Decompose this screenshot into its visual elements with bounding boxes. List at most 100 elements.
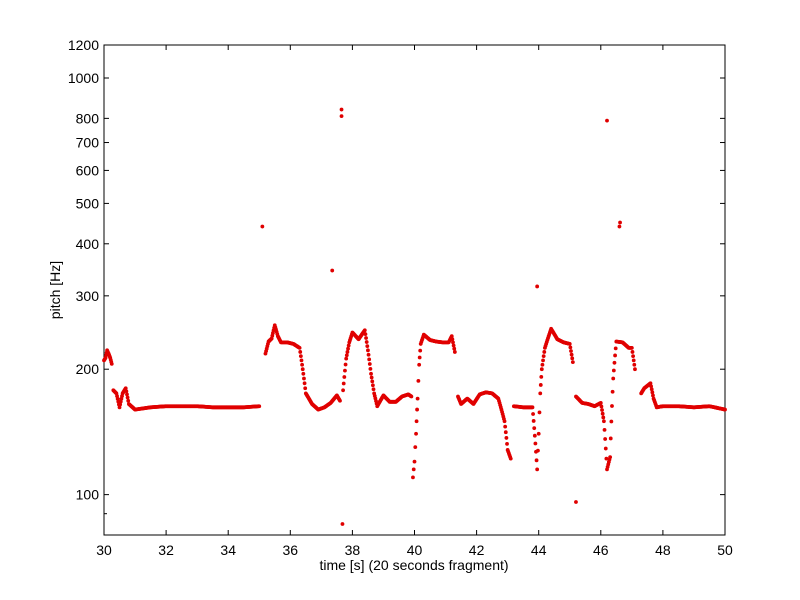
data-point <box>338 398 342 403</box>
data-point <box>330 268 335 273</box>
data-point <box>415 396 420 401</box>
data-point <box>109 361 114 366</box>
data-point <box>503 430 508 435</box>
y-tick-label: 100 <box>76 487 100 503</box>
data-point <box>297 345 302 350</box>
data-point <box>541 354 546 359</box>
data-point <box>602 419 606 424</box>
data-point <box>648 381 653 386</box>
data-point <box>449 334 454 339</box>
x-tick-label: 40 <box>407 542 423 558</box>
data-point <box>603 446 608 451</box>
data-point <box>502 419 507 424</box>
data-point <box>412 459 417 464</box>
data-point <box>611 376 616 381</box>
data-point <box>633 367 637 372</box>
data-point <box>632 362 637 367</box>
data-point <box>535 284 540 289</box>
x-axis: 30 32 34 36 38 40 42 44 46 48 50 <box>96 45 733 558</box>
y-tick-label: 1000 <box>68 70 99 86</box>
x-tick-label: 36 <box>283 542 299 558</box>
data-point <box>504 436 509 440</box>
y-tick-label: 700 <box>76 135 100 151</box>
data-point <box>540 362 545 367</box>
data-point <box>341 381 346 386</box>
data-point <box>604 456 609 461</box>
data-point <box>363 332 368 337</box>
y-tick-label: 800 <box>76 110 100 126</box>
data-point <box>124 389 129 394</box>
data-point <box>534 458 539 463</box>
data-point <box>567 342 572 346</box>
x-tick-label: 46 <box>593 542 609 558</box>
data-point <box>599 404 604 409</box>
data-point <box>630 350 635 354</box>
data-point <box>118 402 123 407</box>
data-point <box>650 390 655 395</box>
y-tick-label: 400 <box>76 236 100 252</box>
data-point <box>569 349 573 353</box>
data-point <box>536 448 540 453</box>
data-point <box>417 355 422 360</box>
data-point <box>452 346 457 351</box>
data-point <box>303 386 308 391</box>
data-point <box>649 387 654 392</box>
data-point <box>452 350 457 354</box>
x-tick-label: 44 <box>531 542 547 558</box>
data-point <box>298 354 303 359</box>
y-tick-label: 600 <box>76 162 100 178</box>
data-point <box>371 387 376 392</box>
data-point <box>417 362 422 367</box>
data-point <box>368 366 373 371</box>
data-point <box>414 419 419 424</box>
data-point <box>629 345 634 350</box>
data-point <box>600 408 604 412</box>
y-tick-label: 500 <box>76 195 100 211</box>
data-point <box>339 107 344 112</box>
data-point <box>508 456 513 461</box>
data-point <box>451 340 455 345</box>
data-point <box>569 352 574 357</box>
x-tick-label: 50 <box>717 542 733 558</box>
x-tick-label: 42 <box>469 542 485 558</box>
data-point <box>369 375 374 380</box>
data-point <box>613 353 617 358</box>
data-point <box>302 376 306 381</box>
data-point <box>345 350 350 354</box>
data-point <box>611 368 616 373</box>
data-point <box>505 441 509 446</box>
data-point <box>535 467 540 472</box>
x-tick-label: 32 <box>158 542 174 558</box>
data-point <box>340 522 345 526</box>
data-point <box>610 404 614 408</box>
data-point <box>364 340 369 344</box>
data-point <box>450 337 455 342</box>
data-point <box>570 356 575 361</box>
data-point <box>366 352 371 357</box>
data-point <box>568 345 573 350</box>
data-point <box>651 393 655 398</box>
data-point <box>413 445 418 450</box>
data-point <box>533 441 538 446</box>
data-point <box>370 379 375 384</box>
x-axis-label: time [s] (20 seconds fragment) <box>319 557 508 573</box>
data-point <box>601 415 606 420</box>
data-point <box>414 431 418 436</box>
data-point <box>346 346 350 351</box>
data-point <box>364 336 368 340</box>
data-point <box>603 437 608 441</box>
data-point <box>415 407 419 412</box>
data-point <box>530 405 535 410</box>
y-tick-label: 300 <box>76 288 100 304</box>
data-point <box>618 220 622 225</box>
data-point <box>342 375 347 379</box>
data-point <box>608 436 613 441</box>
data-point <box>598 401 603 405</box>
data-point <box>602 428 607 432</box>
x-tick-label: 34 <box>220 542 236 558</box>
data-point <box>343 368 347 373</box>
data-point <box>539 367 544 372</box>
data-point <box>537 410 542 415</box>
data-point <box>649 384 653 389</box>
